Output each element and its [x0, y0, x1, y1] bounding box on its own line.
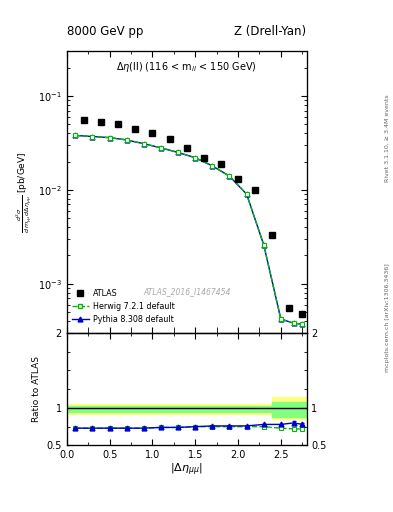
Pythia 8.308 default [244, 191, 249, 197]
ATLAS [184, 145, 189, 151]
ATLAS [300, 311, 305, 317]
Herwig 7.2.1 default [125, 137, 129, 143]
Line: Pythia 8.308 default: Pythia 8.308 default [73, 133, 305, 327]
Pythia 8.308 default [291, 320, 296, 326]
Pythia 8.308 default [300, 321, 305, 327]
ATLAS [99, 119, 103, 125]
Pythia 8.308 default [227, 173, 232, 179]
ATLAS [287, 305, 292, 311]
Y-axis label: $\frac{d^2\sigma}{d\,m_{\mu\mu}\,d\Delta\eta_{\mu\mu}}$ [pb/GeV]: $\frac{d^2\sigma}{d\,m_{\mu\mu}\,d\Delta… [14, 151, 34, 233]
ATLAS [236, 176, 241, 182]
Herwig 7.2.1 default [176, 150, 180, 156]
Pythia 8.308 default [125, 137, 129, 143]
ATLAS [116, 121, 121, 127]
Herwig 7.2.1 default [291, 320, 296, 326]
Pythia 8.308 default [90, 134, 95, 140]
Herwig 7.2.1 default [159, 145, 163, 151]
Herwig 7.2.1 default [141, 141, 146, 147]
Pythia 8.308 default [193, 155, 198, 161]
Pythia 8.308 default [159, 145, 163, 151]
Pythia 8.308 default [176, 150, 180, 156]
Herwig 7.2.1 default [279, 316, 283, 322]
Pythia 8.308 default [279, 316, 283, 322]
Legend: ATLAS, Herwig 7.2.1 default, Pythia 8.308 default: ATLAS, Herwig 7.2.1 default, Pythia 8.30… [69, 286, 178, 327]
Pythia 8.308 default [141, 141, 146, 147]
Herwig 7.2.1 default [73, 133, 78, 139]
Herwig 7.2.1 default [193, 155, 198, 161]
Line: Herwig 7.2.1 default: Herwig 7.2.1 default [73, 133, 305, 327]
ATLAS [82, 117, 86, 123]
Pythia 8.308 default [261, 242, 266, 248]
Text: mcplots.cern.ch [arXiv:1306.3436]: mcplots.cern.ch [arXiv:1306.3436] [385, 263, 389, 372]
Herwig 7.2.1 default [90, 134, 95, 140]
Text: Rivet 3.1.10, ≥ 3.4M events: Rivet 3.1.10, ≥ 3.4M events [385, 94, 389, 182]
Herwig 7.2.1 default [300, 321, 305, 327]
Herwig 7.2.1 default [107, 135, 112, 141]
ATLAS [219, 161, 223, 167]
Text: 8000 GeV pp: 8000 GeV pp [67, 26, 143, 38]
Herwig 7.2.1 default [261, 242, 266, 248]
ATLAS [202, 155, 206, 161]
ATLAS [253, 187, 257, 193]
ATLAS [133, 125, 138, 132]
Herwig 7.2.1 default [210, 163, 215, 169]
Herwig 7.2.1 default [244, 191, 249, 197]
Text: ATLAS_2016_I1467454: ATLAS_2016_I1467454 [143, 287, 230, 296]
Text: Z (Drell-Yan): Z (Drell-Yan) [234, 26, 307, 38]
Pythia 8.308 default [107, 135, 112, 141]
Text: $\Delta\eta$(ll) (116 < m$_{ll}$ < 150 GeV): $\Delta\eta$(ll) (116 < m$_{ll}$ < 150 G… [116, 60, 257, 74]
Herwig 7.2.1 default [227, 173, 232, 179]
ATLAS [270, 232, 275, 238]
ATLAS [150, 130, 155, 136]
Pythia 8.308 default [210, 163, 215, 169]
ATLAS [167, 136, 172, 142]
Line: ATLAS: ATLAS [81, 117, 305, 317]
X-axis label: $|\Delta\eta_{\mu\mu}|$: $|\Delta\eta_{\mu\mu}|$ [170, 462, 203, 478]
Pythia 8.308 default [73, 133, 78, 139]
Y-axis label: Ratio to ATLAS: Ratio to ATLAS [32, 356, 41, 422]
